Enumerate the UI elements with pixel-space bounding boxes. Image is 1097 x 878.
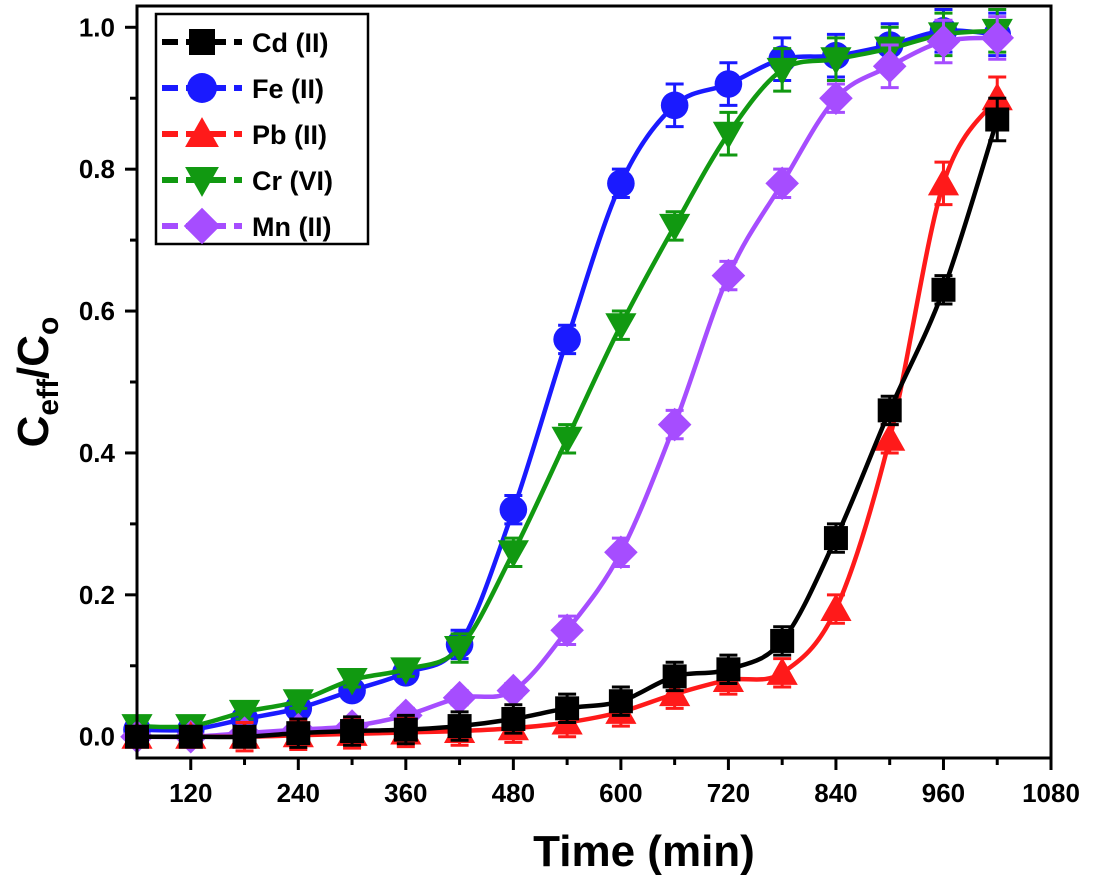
legend-marker [185,167,219,197]
data-point [336,667,368,696]
data-point [550,613,584,648]
legend-label: Cd (II) [252,28,328,58]
data-point [712,121,745,150]
data-point [604,535,638,570]
data-point [659,213,691,242]
x-tick-label: 240 [277,778,320,808]
data-point [501,706,526,731]
data-point [555,696,580,721]
x-tick-label: 120 [169,778,212,808]
y-tick-label: 0.0 [79,722,115,752]
x-tick-label: 1080 [1022,778,1080,808]
data-point [390,657,422,685]
plot-layer [120,8,1015,754]
y-tick-label: 0.2 [79,580,115,610]
legend-label: Mn (II) [252,212,331,242]
data-point [608,689,633,714]
data-point [228,699,261,728]
data-point [877,398,902,423]
data-point [442,680,477,715]
axes-layer: 120 240 360 480 600 720 840 960 1080 0.0 0.2 0.4 0.6… [79,12,1080,808]
data-point [820,593,852,622]
data-point [662,664,687,689]
data-point [660,91,689,120]
legend: Cd (II) Fe (II) Pb (II) Cr (VI) Mn (II) [154,12,370,246]
data-point [872,49,907,84]
data-point [340,719,365,744]
data-point [770,628,795,653]
legend-label: Pb (II) [252,120,327,150]
data-point [657,407,692,442]
legend-marker [185,117,219,147]
data-point [926,24,961,59]
x-axis-title: Time (min) [533,827,755,876]
data-point [607,169,635,198]
data-point [820,47,852,75]
data-point [393,717,418,742]
data-point [931,277,956,302]
series-square [125,96,1010,749]
data-point [551,426,583,455]
data-point [496,673,531,708]
data-point [286,721,311,746]
y-axis-title: Ceff/Co [9,317,65,448]
x-tick-label: 600 [599,778,642,808]
data-point [874,423,906,451]
data-point [981,82,1013,111]
data-point [716,657,741,682]
x-tick-label: 840 [814,778,857,808]
legend-marker [187,73,217,103]
data-point [766,57,798,86]
data-point [927,167,960,196]
data-point [232,724,257,749]
legend-label: Fe (II) [252,74,324,104]
data-point [447,714,472,739]
legend-marker [183,207,221,245]
x-tick-label: 360 [384,778,427,808]
data-point [282,689,314,717]
data-point [766,657,798,685]
data-point [178,724,203,749]
y-tick-label: 0.6 [79,296,115,326]
data-point [497,540,529,568]
data-point [553,325,581,354]
data-point [819,81,853,116]
data-point [823,526,848,551]
data-point [605,313,637,341]
data-point [659,678,691,707]
x-tick-label: 720 [707,778,750,808]
data-point [711,258,746,293]
data-point [443,636,476,664]
x-tick-label: 960 [922,778,965,808]
y-tick-label: 1.0 [79,12,115,42]
legend-label: Cr (VI) [252,166,333,196]
legend-marker [189,29,215,55]
y-tick-label: 0.4 [79,438,116,468]
data-point [714,70,743,98]
data-point [765,166,799,201]
data-point [985,107,1010,132]
data-point [499,495,528,524]
y-tick-label: 0.8 [79,154,115,184]
x-tick-label: 480 [492,778,535,808]
data-point [980,21,1015,55]
